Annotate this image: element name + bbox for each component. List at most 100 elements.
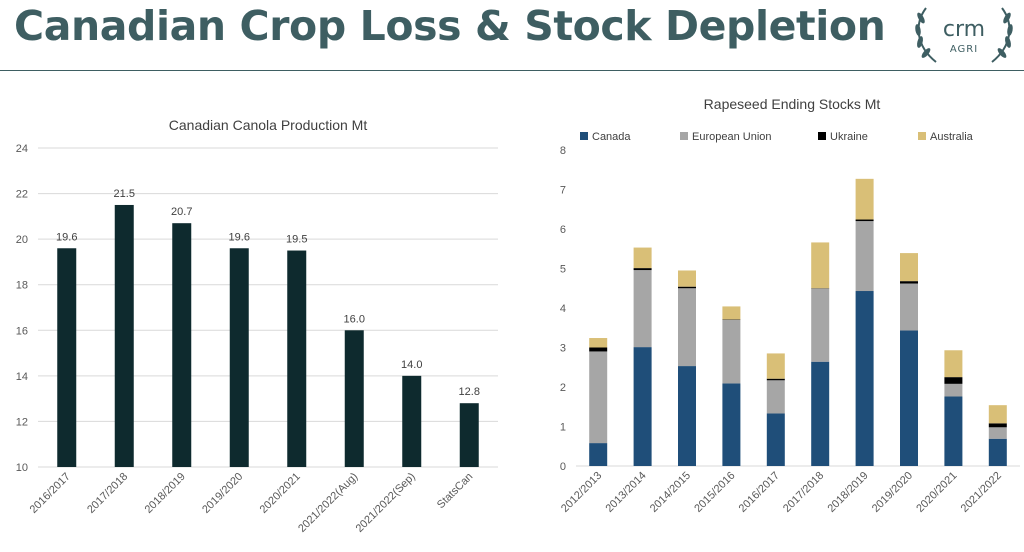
bar-segment	[722, 306, 741, 320]
bar	[57, 248, 77, 467]
x-tick-label: 2016/2017	[737, 470, 782, 515]
bar	[229, 248, 249, 467]
y-tick-label: 5	[560, 264, 566, 276]
x-tick-label: 2018/2019	[143, 471, 188, 516]
bar	[402, 375, 422, 467]
y-tick-label: 14	[16, 371, 28, 383]
bar-segment	[633, 270, 652, 348]
bar-segment	[988, 405, 1007, 424]
y-tick-label: 22	[16, 189, 28, 201]
bar-segment	[944, 377, 963, 384]
x-tick-label: 2017/2018	[85, 471, 130, 516]
y-tick-label: 10	[16, 462, 28, 474]
bar-segment	[678, 270, 696, 287]
bar-segment	[633, 347, 652, 466]
chart-title: Rapeseed Ending Stocks Mt	[704, 96, 881, 112]
y-tick-label: 4	[560, 303, 566, 315]
bar-segment	[722, 319, 741, 384]
data-label: 19.6	[56, 231, 77, 243]
legend-swatch	[818, 132, 826, 140]
x-tick-label: 2017/2018	[781, 470, 826, 515]
x-tick-label: 2020/2021	[258, 471, 303, 516]
y-tick-label: 3	[560, 343, 566, 355]
x-tick-label: 2021/2022(Aug)	[296, 471, 360, 535]
bar-segment	[766, 378, 785, 381]
bar-segment	[811, 361, 830, 466]
data-label: 21.5	[114, 188, 135, 200]
y-tick-label: 18	[16, 280, 28, 292]
x-tick-label: 2020/2021	[914, 470, 959, 515]
legend-label: Canada	[592, 131, 631, 143]
bar-segment	[944, 350, 963, 378]
legend-swatch	[680, 132, 688, 140]
y-tick-label: 12	[16, 416, 28, 428]
bar-segment	[944, 396, 963, 466]
legend-label: Ukraine	[830, 131, 868, 143]
bar-segment	[589, 347, 608, 352]
bar-segment	[589, 351, 608, 444]
bar-segment	[678, 286, 696, 289]
bar-segment	[900, 281, 918, 284]
data-label: 14.0	[401, 359, 422, 371]
bar-segment	[855, 291, 874, 466]
slide-title: Canadian Crop Loss & Stock Depletion	[14, 2, 886, 50]
bar-segment	[766, 413, 785, 466]
x-tick-label: 2019/2020	[200, 471, 245, 516]
y-tick-label: 2	[560, 382, 566, 394]
bar-segment	[766, 353, 785, 379]
bar-segment	[988, 438, 1007, 466]
x-tick-label: 2021/2022(Sep)	[354, 471, 418, 535]
bar-segment	[633, 247, 652, 269]
x-tick-label: 2013/2014	[603, 470, 648, 515]
data-label: 19.6	[229, 231, 250, 243]
bar-segment	[988, 427, 1007, 439]
bar-segment	[811, 288, 830, 362]
legend-label: Australia	[930, 131, 974, 143]
x-tick-label: 2018/2019	[825, 470, 870, 515]
y-tick-label: 16	[16, 325, 28, 337]
bar-segment	[722, 383, 741, 466]
y-tick-label: 0	[560, 461, 566, 473]
data-label: 12.8	[459, 386, 480, 398]
y-tick-label: 1	[560, 422, 566, 434]
bar-segment	[589, 338, 608, 348]
data-label: 19.5	[286, 234, 307, 246]
bar-segment	[900, 330, 918, 466]
bar-segment	[900, 283, 918, 331]
bar	[114, 204, 134, 467]
logo-brand: crm	[943, 17, 985, 42]
bar	[287, 250, 307, 467]
bar-segment	[633, 268, 652, 271]
bar-segment	[678, 288, 696, 367]
x-tick-label: 2014/2015	[648, 470, 693, 515]
logo-sub: AGRI	[950, 44, 978, 55]
bar-segment	[589, 443, 608, 466]
x-tick-label: 2015/2016	[692, 470, 737, 515]
x-tick-label: 2012/2013	[559, 470, 604, 515]
y-tick-label: 7	[560, 185, 566, 197]
legend-swatch	[918, 132, 926, 140]
y-tick-label: 8	[560, 145, 566, 157]
bar-segment	[944, 383, 963, 397]
bar	[172, 223, 192, 467]
y-tick-label: 24	[16, 143, 28, 155]
legend-label: European Union	[692, 131, 772, 143]
bar-segment	[855, 178, 874, 220]
bar-segment	[900, 253, 918, 282]
bar-segment	[855, 219, 874, 222]
bar	[344, 330, 364, 467]
bar-segment	[855, 221, 874, 292]
y-tick-label: 6	[560, 224, 566, 236]
canola-production-chart: Canadian Canola Production Mt 10 12 14 16 18 2…	[16, 117, 498, 535]
crm-agri-logo: crm AGRI	[915, 7, 1013, 63]
laurel-leaves	[915, 12, 1013, 58]
title-divider	[0, 70, 1024, 71]
rapeseed-stocks-chart: Rapeseed Ending Stocks Mt Canada European …	[559, 96, 1020, 515]
data-label: 16.0	[344, 313, 365, 325]
data-label: 20.7	[171, 206, 192, 218]
bar	[459, 403, 479, 467]
x-tick-label: 2021/2022	[959, 470, 1004, 515]
chart-title: Canadian Canola Production Mt	[169, 117, 368, 133]
x-tick-label: 2016/2017	[28, 471, 73, 516]
bar-segment	[766, 380, 785, 414]
